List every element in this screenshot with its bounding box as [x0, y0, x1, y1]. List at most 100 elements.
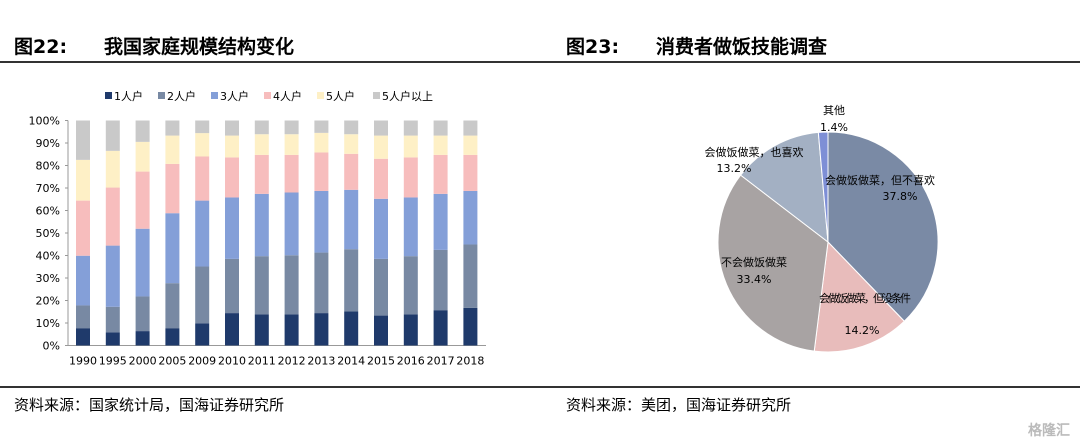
bar-segment-5人户	[165, 135, 180, 164]
bar-segment-3人户	[135, 228, 150, 297]
bottom-divider	[0, 386, 1080, 388]
y-tick-label: 80%	[36, 160, 60, 173]
bar-segment-5人户	[433, 135, 448, 155]
bar-segment-4人户	[195, 156, 210, 201]
bar-segment-4人户	[254, 154, 269, 194]
pie-value: 14.2%	[845, 324, 880, 337]
y-tick-label: 0%	[43, 340, 60, 353]
bar-segment-1人户	[284, 314, 299, 346]
x-tick-label: 2012	[278, 355, 306, 368]
bar-segment-5人户	[463, 135, 478, 155]
bar-segment-4人户	[433, 154, 448, 194]
bar-segment-4人户	[463, 154, 478, 191]
bar-segment-4人户	[135, 171, 150, 229]
bar-segment-1人户	[225, 313, 239, 346]
bar-segment-2人户	[105, 306, 120, 333]
bar-segment-2人户	[344, 249, 359, 312]
pie-value: 33.4%	[737, 273, 772, 286]
bar-segment-1人户	[403, 314, 418, 346]
pie-value: 37.8%	[883, 190, 918, 203]
pie-slice	[827, 131, 939, 322]
bar-segment-5人户以上	[314, 120, 329, 133]
bar-segment-1人户	[344, 311, 359, 346]
pie-slice	[717, 174, 829, 352]
bar-segment-3人户	[374, 198, 388, 259]
bar-segment-4人户	[225, 157, 239, 198]
bar-segment-5人户以上	[284, 120, 299, 135]
pie-label: 其他	[823, 104, 845, 117]
legend-swatch	[158, 92, 165, 99]
bar-segment-2人户	[195, 266, 210, 324]
pie-slice	[817, 131, 829, 243]
bar-segment-5人户	[284, 134, 299, 155]
pie-slice	[813, 240, 906, 353]
bar-segment-5人户	[403, 135, 418, 158]
bar-segment-2人户	[374, 258, 388, 316]
legend-label: 1人户	[114, 89, 143, 103]
bar-segment-5人户以上	[105, 120, 120, 151]
bar-segment-4人户	[76, 200, 90, 256]
household-size-chart: 0% 10% 20% 30% 40% 50% 60% 70% 80% 90% 100% 1990 199…	[29, 89, 486, 368]
bar-segment-1人户	[135, 331, 150, 346]
pie-value: 13.2%	[717, 162, 752, 175]
bar-segment-5人户	[105, 150, 120, 188]
legend-swatch	[373, 92, 380, 99]
bar-segment-2人户	[135, 296, 150, 332]
bar-segment-2人户	[433, 249, 448, 311]
cooking-skill-pie-chart: 会做饭做菜，但不喜欢 37.8% 会做饭做菜，但没条件 14.2% 不会做饭做菜 33.4…	[705, 104, 939, 353]
bar-segment-4人户	[105, 187, 120, 246]
bar-segment-5人户以上	[195, 120, 210, 134]
pie-label: 会做饭做菜，但没条件	[819, 291, 911, 305]
bar-segment-5人户	[314, 132, 329, 153]
bar-segment-3人户	[165, 213, 180, 284]
bar-segment-5人户以上	[374, 120, 388, 136]
bar-segment-5人户	[374, 135, 388, 159]
y-tick-label: 90%	[36, 137, 60, 150]
right-source: 资料来源：美团，国海证券研究所	[566, 396, 792, 414]
x-tick-label: 2018	[456, 355, 484, 368]
right-figure-number: 图23:	[566, 36, 620, 58]
bar-segment-5人户	[225, 135, 239, 158]
y-tick-label: 50%	[36, 227, 60, 240]
bar-segment-5人户以上	[76, 120, 90, 160]
x-tick-label: 2005	[158, 355, 186, 368]
bar-segment-2人户	[225, 258, 239, 314]
pie-value: 1.4%	[820, 121, 848, 134]
bar-segment-5人户	[195, 133, 210, 157]
legend-label: 5人户	[326, 89, 355, 103]
legend-swatch	[105, 92, 112, 99]
pie-label: 不会做饭做菜	[721, 255, 787, 269]
bar-segment-2人户	[403, 256, 418, 315]
bar-segment-5人户以上	[225, 120, 239, 136]
bar-segment-5人户	[135, 141, 150, 172]
bar-segment-3人户	[433, 193, 448, 250]
bar-segment-4人户	[374, 158, 388, 199]
y-tick-label: 60%	[36, 205, 60, 218]
bar-segment-5人户以上	[254, 120, 269, 135]
bar-segment-3人户	[403, 197, 418, 257]
x-tick-label: 1995	[99, 355, 127, 368]
bar-segment-4人户	[284, 154, 299, 193]
right-figure-title: 图23: 消费者做饭技能调查	[566, 32, 827, 59]
bar-segment-2人户	[254, 256, 269, 315]
watermark-logo: 格隆汇	[1028, 423, 1070, 439]
bar-segment-3人户	[105, 245, 120, 307]
bar-segment-5人户以上	[463, 120, 478, 136]
pie-slice	[739, 131, 829, 244]
bar-segment-5人户以上	[135, 120, 150, 142]
pie-label: 会做饭做菜，但不喜欢	[825, 173, 935, 187]
bar-segment-5人户	[254, 134, 269, 155]
x-tick-label: 2016	[397, 355, 425, 368]
bar-segment-4人户	[344, 153, 359, 190]
bar-segment-2人户	[76, 305, 90, 329]
pie-label: 会做饭做菜，也喜欢	[705, 145, 804, 159]
bar-segment-5人户以上	[403, 120, 418, 136]
bar-segment-2人户	[314, 252, 329, 314]
bar-segment-4人户	[165, 163, 180, 214]
y-tick-label: 70%	[36, 182, 60, 195]
bar-segment-1人户	[463, 307, 478, 346]
bar-segment-3人户	[195, 200, 210, 267]
bar-segment-3人户	[463, 190, 478, 245]
legend-label: 3人户	[220, 89, 249, 103]
bar-segment-5人户以上	[433, 120, 448, 136]
